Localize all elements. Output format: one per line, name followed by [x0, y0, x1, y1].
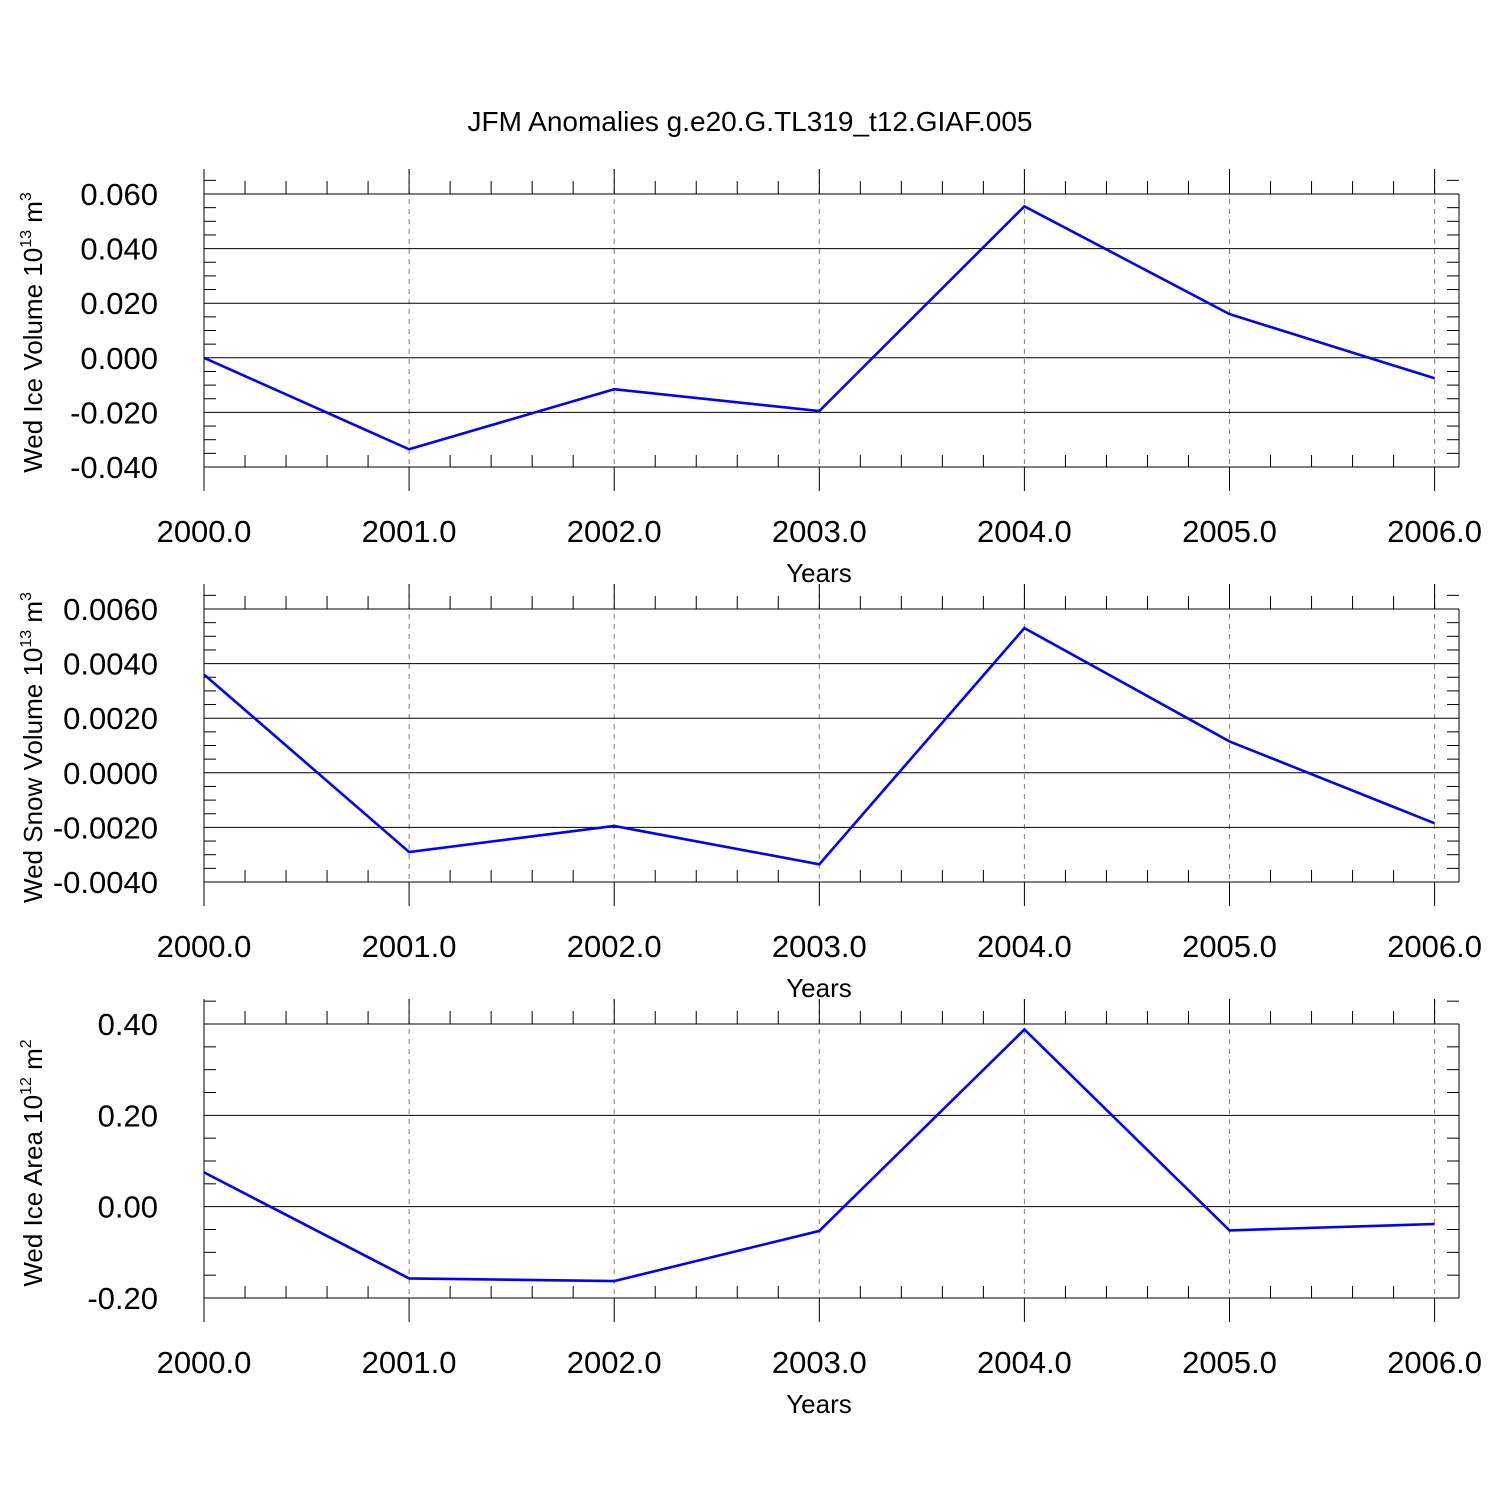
- y-axis-title-main: Wed Ice Volume 10: [18, 248, 48, 473]
- x-tick-label: 2005.0: [1182, 514, 1277, 549]
- y-tick-label: 0.000: [80, 341, 158, 376]
- y-axis-title-unit: m: [18, 601, 48, 630]
- x-tick-label: 2003.0: [772, 1345, 867, 1380]
- y-tick-label: -0.040: [70, 450, 158, 485]
- y-tick-label: 0.20: [98, 1098, 158, 1133]
- y-axis-title-unit: m: [18, 201, 48, 230]
- y-tick-label: 0.0040: [63, 647, 158, 682]
- x-tick-label: 2000.0: [157, 929, 252, 964]
- x-tick-label: 2001.0: [362, 1345, 457, 1380]
- x-tick-label: 2002.0: [567, 514, 662, 549]
- y-tick-label: 0.040: [80, 232, 158, 267]
- y-axis-title: Wed Ice Area 1012 m2: [18, 1039, 48, 1286]
- y-axis-title-main: Wed Snow Volume 10: [18, 648, 48, 903]
- x-tick-label: 2000.0: [157, 514, 252, 549]
- y-tick-label: 0.060: [80, 177, 158, 212]
- chart-panel-1: 0.060 0.040 0.020 0.000 -0.020 -0.040 2000.0 20…: [18, 169, 1482, 588]
- x-tick-label: 2005.0: [1182, 1345, 1277, 1380]
- x-tick-label: 2006.0: [1387, 929, 1482, 964]
- y-tick-label: -0.0040: [53, 865, 158, 900]
- x-tick-label: 2006.0: [1387, 1345, 1482, 1380]
- y-axis-title-main: Wed Ice Area 10: [18, 1095, 48, 1287]
- y-axis-title: Wed Ice Volume 1013 m3: [18, 192, 48, 473]
- y-tick-label: 0.0060: [63, 592, 158, 627]
- x-tick-label: 2001.0: [362, 514, 457, 549]
- x-axis-title: Years: [786, 558, 852, 588]
- x-tick-label: 2002.0: [567, 1345, 662, 1380]
- x-tick-label: 2006.0: [1387, 514, 1482, 549]
- y-tick-label: 0.0000: [63, 756, 158, 791]
- y-axis-title-unit: m: [18, 1048, 48, 1077]
- y-axis-title-unit-exponent: 3: [18, 592, 35, 601]
- x-tick-label: 2004.0: [977, 514, 1072, 549]
- y-tick-label: 0.00: [98, 1190, 158, 1225]
- y-axis-title: Wed Snow Volume 1013 m3: [18, 592, 48, 903]
- x-tick-label: 2001.0: [362, 929, 457, 964]
- x-tick-label: 2005.0: [1182, 929, 1277, 964]
- y-tick-label: -0.20: [87, 1281, 158, 1316]
- y-axis-title-exponent: 13: [18, 230, 35, 248]
- x-axis-title: Years: [786, 973, 852, 1003]
- chart-panel-3: 0.40 0.20 0.00 -0.20 2000.0 2001.0 2002.0 2003.…: [18, 999, 1482, 1419]
- x-tick-label: 2000.0: [157, 1345, 252, 1380]
- x-tick-label: 2003.0: [772, 929, 867, 964]
- y-tick-label: 0.40: [98, 1007, 158, 1042]
- x-axis-title: Years: [786, 1389, 852, 1419]
- y-axis-title-unit-exponent: 2: [18, 1039, 35, 1048]
- y-axis-title-exponent: 12: [18, 1077, 35, 1095]
- x-tick-label: 2002.0: [567, 929, 662, 964]
- x-tick-label: 2004.0: [977, 929, 1072, 964]
- x-tick-label: 2004.0: [977, 1345, 1072, 1380]
- figure-title: JFM Anomalies g.e20.G.TL319_t12.GIAF.005: [468, 106, 1033, 137]
- y-axis-title-exponent: 13: [18, 630, 35, 648]
- x-tick-label: 2003.0: [772, 514, 867, 549]
- y-tick-label: -0.0020: [53, 810, 158, 845]
- y-axis-title-unit-exponent: 3: [18, 192, 35, 201]
- y-tick-label: -0.020: [70, 395, 158, 430]
- chart-panel-2: 0.0060 0.0040 0.0020 0.0000 -0.0020 -0.0040 20…: [18, 584, 1482, 1003]
- y-tick-label: 0.020: [80, 286, 158, 321]
- y-tick-label: 0.0020: [63, 701, 158, 736]
